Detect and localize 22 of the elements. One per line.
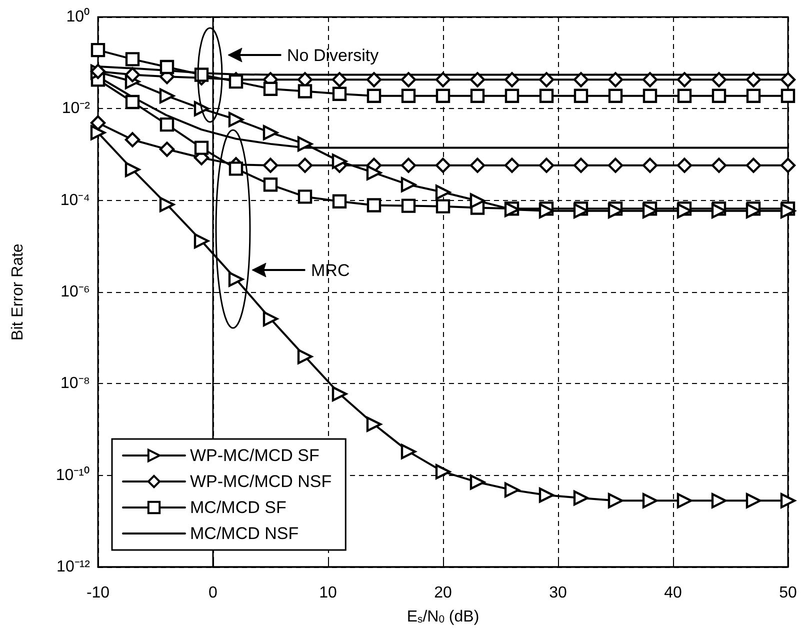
y-tick-label: 10⁻⁴ bbox=[60, 192, 90, 209]
x-tick-label: 30 bbox=[549, 584, 567, 602]
legend-label: MC/MCD SF bbox=[190, 498, 286, 517]
legend-label: WP-MC/MCD SF bbox=[190, 446, 320, 465]
y-tick-label: 10⁰ bbox=[66, 8, 90, 26]
legend-label: WP-MC/MCD NSF bbox=[190, 472, 332, 491]
y-tick-label: 10⁻¹⁰ bbox=[56, 466, 90, 484]
y-axis-title: Bit Error Rate bbox=[10, 243, 26, 340]
x-tick-label: -10 bbox=[86, 584, 110, 602]
y-tick-label: 10⁻⁶ bbox=[60, 284, 90, 300]
x-tick-label: 50 bbox=[779, 584, 797, 602]
y-tick-label: 10⁻¹² bbox=[56, 558, 91, 576]
annotation: No Diversity bbox=[287, 46, 380, 65]
x-tick-label: 0 bbox=[208, 584, 218, 602]
x-tick-label: 10 bbox=[319, 584, 337, 602]
y-tick-label: 10⁻⁸ bbox=[60, 375, 90, 392]
x-axis-title: Es/N0 (dB) bbox=[406, 608, 480, 626]
x-tick-label: 20 bbox=[434, 584, 452, 602]
annotation: MRC bbox=[311, 261, 350, 280]
legend-label: MC/MCD NSF bbox=[190, 524, 299, 543]
y-tick-label: 10⁻² bbox=[62, 100, 91, 118]
x-tick-label: 40 bbox=[664, 584, 682, 602]
